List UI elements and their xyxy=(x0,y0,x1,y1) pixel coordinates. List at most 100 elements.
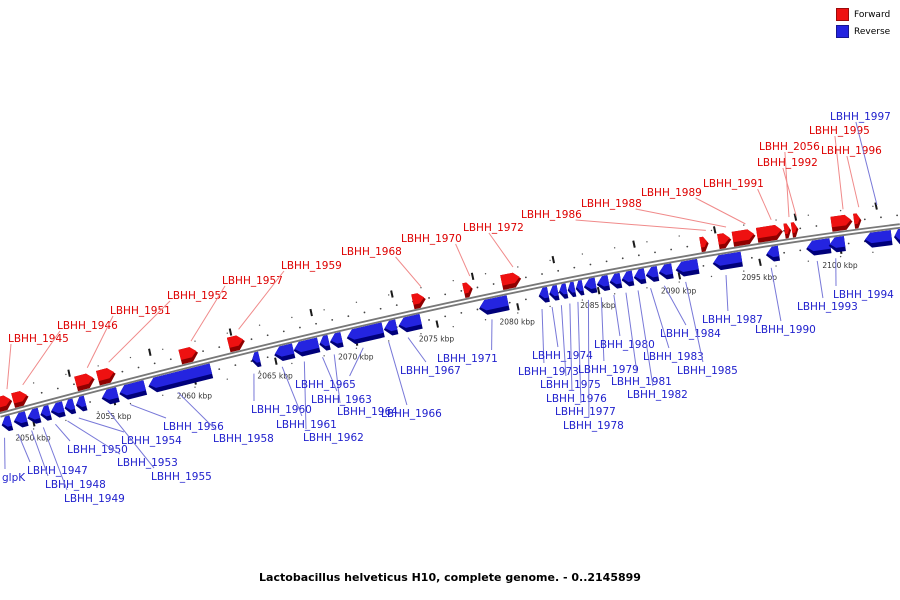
gene-label-LBHH_1974[interactable]: LBHH_1974 xyxy=(532,350,593,362)
gene-arrow-LBHH_1956[interactable] xyxy=(118,380,148,401)
gene-label-LBHH_1965[interactable]: LBHH_1965 xyxy=(295,379,356,391)
gene-label-LBHH_1951[interactable]: LBHH_1951 xyxy=(110,305,171,317)
gene-arrow-LBHH_1994[interactable] xyxy=(828,236,846,253)
gene-arrow-LBHH_1970[interactable] xyxy=(462,281,474,298)
gene-label-LBHH_1972[interactable]: LBHH_1972 xyxy=(463,222,524,234)
gene-arrow-LBHH_1949[interactable] xyxy=(39,405,53,422)
gene-arrow-LBHH_1997[interactable] xyxy=(863,230,893,248)
gene-arrow-LBHH_1995[interactable] xyxy=(830,214,853,232)
gene-arrow-LBHH_1975[interactable] xyxy=(557,283,569,299)
gene-arrow-LBHH_1996[interactable] xyxy=(853,213,862,229)
gene-arrow-LBHH_1978[interactable] xyxy=(582,277,598,295)
gene-arrow-LBHH_1951[interactable] xyxy=(74,372,96,392)
gene-arrow-LBHH_1980[interactable] xyxy=(608,272,623,290)
gene-label-LBHH_1960[interactable]: LBHH_1960 xyxy=(251,404,312,416)
gene-label-LBHH_1961[interactable]: LBHH_1961 xyxy=(276,419,337,431)
gene-arrow-LBHH_1988[interactable] xyxy=(717,232,732,250)
gene-arrow-LBHH_1966[interactable] xyxy=(382,319,399,337)
gene-label-LBHH_1994[interactable]: LBHH_1994 xyxy=(833,289,894,301)
gene-label-LBHH_1979[interactable]: LBHH_1979 xyxy=(578,364,639,376)
gene-label-LBHH_1992[interactable]: LBHH_1992 xyxy=(757,157,818,169)
gene-arrow-LBHH_1964[interactable] xyxy=(328,332,344,349)
gene-arrow-unlabeled[interactable] xyxy=(893,228,900,245)
gene-arrow-LBHH_1954[interactable] xyxy=(74,395,88,413)
gene-arrow-LBHH_1984[interactable] xyxy=(657,263,674,280)
gene-label-LBHH_1959[interactable]: LBHH_1959 xyxy=(281,260,342,272)
gene-arrow-LBHH_1948[interactable] xyxy=(26,407,42,426)
gene-label-LBHH_1982[interactable]: LBHH_1982 xyxy=(627,389,688,401)
gene-label-LBHH_1966[interactable]: LBHH_1966 xyxy=(381,408,442,420)
gene-arrow-LBHH_1977[interactable] xyxy=(574,280,585,296)
gene-label-LBHH_1958[interactable]: LBHH_1958 xyxy=(213,433,274,445)
gene-label-LBHH_1997[interactable]: LBHH_1997 xyxy=(830,111,891,123)
gene-label-LBHH_1962[interactable]: LBHH_1962 xyxy=(303,432,364,444)
gene-label-LBHH_1995[interactable]: LBHH_1995 xyxy=(809,125,870,137)
gene-arrow-LBHH_1960[interactable] xyxy=(250,351,262,369)
gene-label-LBHH_1980[interactable]: LBHH_1980 xyxy=(594,339,655,351)
gene-label-LBHH_1964[interactable]: LBHH_1964 xyxy=(337,406,398,418)
gene-label-LBHH_1988[interactable]: LBHH_1988 xyxy=(581,198,642,210)
gene-label-LBHH_1976[interactable]: LBHH_1976 xyxy=(546,393,607,405)
gene-label-LBHH_1957[interactable]: LBHH_1957 xyxy=(222,275,283,287)
gene-label-LBHH_1948[interactable]: LBHH_1948 xyxy=(45,479,106,491)
gene-label-LBHH_1952[interactable]: LBHH_1952 xyxy=(167,290,228,302)
gene-label-LBHH_1947[interactable]: LBHH_1947 xyxy=(27,465,88,477)
gene-arrow-LBHH_2056[interactable] xyxy=(783,223,792,239)
gene-label-LBHH_1987[interactable]: LBHH_1987 xyxy=(702,314,763,326)
gene-label-LBHH_1946[interactable]: LBHH_1946 xyxy=(57,320,118,332)
gene-label-LBHH_1971[interactable]: LBHH_1971 xyxy=(437,353,498,365)
gene-arrow-LBHH_1955[interactable] xyxy=(100,387,120,406)
gene-arrow-LBHH_1983[interactable] xyxy=(645,266,660,283)
gene-arrow-LBHH_1981[interactable] xyxy=(620,270,635,288)
gene-arrow-LBHH_1950[interactable] xyxy=(49,401,66,419)
gene-arrow-LBHH_1974[interactable] xyxy=(548,285,560,301)
gene-label-glpK[interactable]: glpK xyxy=(2,472,26,484)
gene-label-LBHH_1968[interactable]: LBHH_1968 xyxy=(341,246,402,258)
gene-arrow-LBHH_1958[interactable] xyxy=(147,363,214,394)
gene-arrow-LBHH_1979[interactable] xyxy=(595,275,611,292)
gene-arrow-LBHH_1982[interactable] xyxy=(632,268,647,285)
gene-label-LBHH_1945[interactable]: LBHH_1945 xyxy=(8,333,69,345)
gene-arrow-LBHH_1945[interactable] xyxy=(0,394,14,413)
gene-label-LBHH_1953[interactable]: LBHH_1953 xyxy=(117,457,178,469)
gene-arrow-LBHH_1953[interactable] xyxy=(63,398,77,416)
gene-arrow-LBHH_1993[interactable] xyxy=(805,238,832,256)
gene-arrow-LBHH_1967[interactable] xyxy=(397,314,423,334)
gene-arrow-LBHH_1989[interactable] xyxy=(731,228,757,247)
gene-label-LBHH_1984[interactable]: LBHH_1984 xyxy=(660,328,721,340)
gene-arrow-LBHH_1947[interactable] xyxy=(12,411,29,429)
gene-label-LBHH_1970[interactable]: LBHH_1970 xyxy=(401,233,462,245)
gene-label-LBHH_1989[interactable]: LBHH_1989 xyxy=(641,187,702,199)
gene-label-LBHH_1949[interactable]: LBHH_1949 xyxy=(64,493,125,505)
gene-arrow-LBHH_1972[interactable] xyxy=(500,271,522,290)
gene-arrow-LBHH_1965[interactable] xyxy=(345,322,385,346)
gene-arrow-LBHH_1957[interactable] xyxy=(178,345,199,365)
gene-arrow-LBHH_1959[interactable] xyxy=(226,334,247,353)
gene-arrow-LBHH_1973[interactable] xyxy=(537,287,550,304)
gene-label-LBHH_1977[interactable]: LBHH_1977 xyxy=(555,406,616,418)
gene-label-LBHH_1963[interactable]: LBHH_1963 xyxy=(311,394,372,406)
gene-arrow-LBHH_1976[interactable] xyxy=(566,281,577,298)
gene-label-LBHH_1956[interactable]: LBHH_1956 xyxy=(163,421,224,433)
gene-label-LBHH_1975[interactable]: LBHH_1975 xyxy=(540,379,601,391)
gene-label-LBHH_1950[interactable]: LBHH_1950 xyxy=(67,444,128,456)
gene-arrow-LBHH_1962[interactable] xyxy=(292,337,321,359)
gene-arrow-LBHH_1992[interactable] xyxy=(790,222,800,238)
gene-label-LBHH_1973[interactable]: LBHH_1973 xyxy=(518,366,579,378)
gene-label-LBHH_1996[interactable]: LBHH_1996 xyxy=(821,145,882,157)
gene-arrow-LBHH_1961[interactable] xyxy=(273,343,296,362)
gene-label-LBHH_1955[interactable]: LBHH_1955 xyxy=(151,471,212,483)
gene-label-LBHH_1990[interactable]: LBHH_1990 xyxy=(755,324,816,336)
gene-label-LBHH_1967[interactable]: LBHH_1967 xyxy=(400,365,461,377)
gene-arrow-LBHH_1968[interactable] xyxy=(411,292,427,310)
gene-label-LBHH_1981[interactable]: LBHH_1981 xyxy=(611,376,672,388)
gene-label-LBHH_1986[interactable]: LBHH_1986 xyxy=(521,209,582,221)
gene-arrow-LBHH_1971[interactable] xyxy=(478,295,510,316)
gene-label-LBHH_1954[interactable]: LBHH_1954 xyxy=(121,435,182,447)
gene-arrow-LBHH_1985[interactable] xyxy=(674,258,700,278)
gene-label-LBHH_1985[interactable]: LBHH_1985 xyxy=(677,365,738,377)
gene-arrow-LBHH_1991[interactable] xyxy=(756,224,784,243)
gene-arrow-LBHH_1986[interactable] xyxy=(699,236,710,253)
gene-arrow-LBHH_1990[interactable] xyxy=(765,245,781,263)
gene-label-LBHH_1991[interactable]: LBHH_1991 xyxy=(703,178,764,190)
